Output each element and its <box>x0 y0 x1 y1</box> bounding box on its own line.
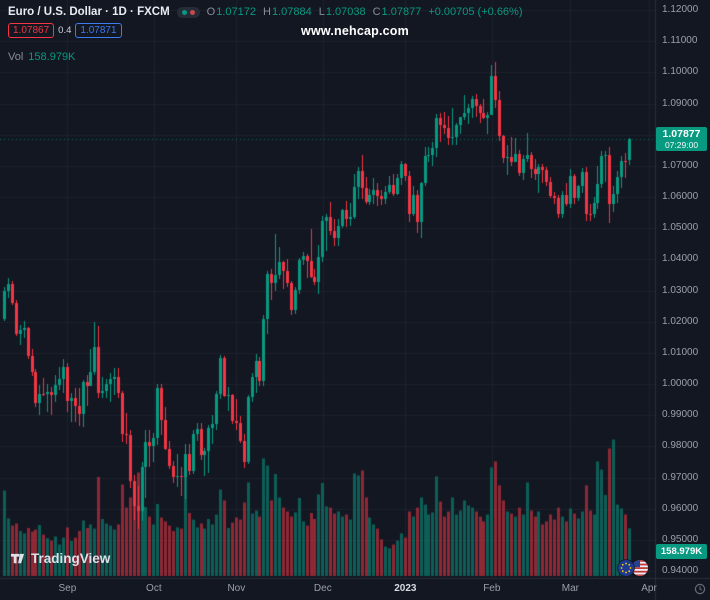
time-tick-label: 2023 <box>394 583 417 594</box>
us-flag-icon <box>631 559 649 577</box>
time-tick-label: Oct <box>146 583 162 594</box>
bid-ask-row: 1.07867 0.4 1.07871 <box>8 23 523 38</box>
tradingview-logo-text: TradingView <box>31 551 111 566</box>
ask-price-badge[interactable]: 1.07871 <box>75 23 122 38</box>
price-tick-label: 1.09000 <box>662 97 699 109</box>
time-tick-label: Sep <box>58 583 77 594</box>
price-tick-label: 0.98000 <box>662 440 699 452</box>
low-label: L <box>318 6 325 18</box>
legend-title-row: Euro / U.S. Dollar · 1D · FXCM O 1.07172 … <box>8 6 523 18</box>
last-price-badge: 1.07877 07:29:00 <box>656 126 707 151</box>
time-tick-label: Mar <box>561 583 580 594</box>
price-tick-label: 1.05000 <box>662 222 699 234</box>
price-tick-label: 0.94000 <box>662 565 699 576</box>
clock-icon[interactable] <box>694 582 706 600</box>
low-field: L 1.07038 <box>319 6 366 18</box>
time-tick-label: Dec <box>313 583 332 594</box>
close-label: C <box>372 6 381 18</box>
volume-label: Vol <box>8 51 24 63</box>
price-tick-label: 1.03000 <box>662 284 699 296</box>
price-tick-label: 1.04000 <box>662 253 699 265</box>
pair-flag-icons <box>616 558 650 583</box>
price-tick-label: 1.11000 <box>662 35 698 47</box>
price-tick-label: 1.10000 <box>662 66 699 78</box>
high-value: 1.07884 <box>271 6 312 18</box>
price-tick-label: 0.97000 <box>662 471 699 483</box>
tradingview-mark-icon <box>10 553 25 564</box>
bar-countdown: 07:29:00 <box>664 139 699 150</box>
volume-value: 158.979K <box>28 51 76 63</box>
high-field: H 1.07884 <box>263 6 312 18</box>
chart-legend: Euro / U.S. Dollar · 1D · FXCM O 1.07172 … <box>8 6 523 63</box>
market-status-pill[interactable] <box>176 6 200 18</box>
price-tick-label: 1.06000 <box>662 191 699 202</box>
low-value: 1.07038 <box>325 6 366 18</box>
price-tick-label: 0.99000 <box>662 409 699 421</box>
time-axis[interactable]: Sep Oct Nov Dec 2023 Feb Mar Apr <box>0 578 710 600</box>
price-tick-label: 0.95000 <box>662 533 699 545</box>
open-label: O <box>206 6 216 18</box>
tradingview-logo[interactable]: TradingView <box>10 551 110 566</box>
bid-price-badge[interactable]: 1.07867 <box>8 23 55 38</box>
price-tick-label: 1.00000 <box>662 378 699 389</box>
price-tick-label: 0.96000 <box>662 502 699 514</box>
price-tick-label: 1.12000 <box>662 4 699 15</box>
price-axis[interactable]: 1.120001.110001.100001.090001.080001.070… <box>655 0 710 578</box>
time-tick-label: Nov <box>227 583 246 594</box>
volume-axis-badge: 158.979K <box>656 544 707 560</box>
price-tick-label: 1.02000 <box>662 315 699 327</box>
eu-flag-icon <box>617 559 635 577</box>
open-field: O 1.07172 <box>207 6 256 18</box>
close-value: 1.07877 <box>381 6 422 18</box>
change-value: +0.00705 (+0.66%) <box>428 6 523 18</box>
close-field: C 1.07877 <box>373 6 422 18</box>
price-tick-label: 1.07000 <box>662 159 699 171</box>
last-price-value: 1.07877 <box>662 127 701 140</box>
green-dot-icon <box>181 9 187 15</box>
time-tick-label: Feb <box>483 583 501 594</box>
time-tick-label: Apr <box>641 583 657 594</box>
spread-value: 0.4 <box>58 25 72 36</box>
symbol-title[interactable]: Euro / U.S. Dollar · 1D · FXCM <box>8 6 170 18</box>
open-value: 1.07172 <box>216 6 256 18</box>
red-dot-icon <box>189 9 195 15</box>
price-tick-label: 1.01000 <box>662 346 699 358</box>
watermark: www.nehcap.com <box>301 24 409 38</box>
high-label: H <box>262 6 271 18</box>
volume-row: Vol 158.979K <box>8 51 523 63</box>
